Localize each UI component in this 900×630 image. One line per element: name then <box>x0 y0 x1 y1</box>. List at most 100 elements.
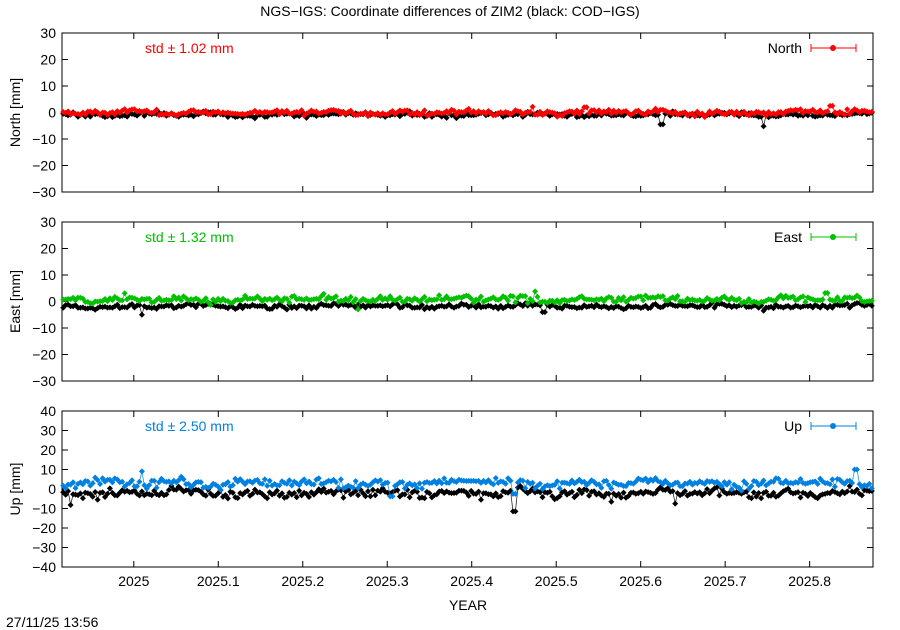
data-point <box>119 297 126 304</box>
data-point <box>608 498 615 505</box>
data-point <box>605 106 612 113</box>
data-point <box>404 107 411 114</box>
data-point <box>868 297 875 304</box>
data-point <box>234 495 241 502</box>
data-point <box>372 492 379 499</box>
data-point <box>333 479 339 485</box>
data-point <box>106 485 113 492</box>
data-point <box>421 495 428 502</box>
data-point <box>556 485 563 492</box>
data-point <box>266 477 273 484</box>
data-point <box>827 481 833 488</box>
data-point <box>180 476 187 483</box>
data-point <box>856 294 863 301</box>
data-point <box>868 108 875 115</box>
panels: 30 20 10 0 −10 −20 −30 North [mm] std ± 1.02 mm N… <box>7 25 875 589</box>
data-point <box>202 295 209 302</box>
data-point <box>441 475 448 482</box>
data-point <box>274 107 280 114</box>
data-point <box>355 306 362 313</box>
series-cod-igs <box>60 483 875 515</box>
data-point <box>99 489 106 496</box>
data-point <box>529 103 536 110</box>
data-point <box>352 296 359 303</box>
data-point <box>760 123 767 130</box>
data-point <box>478 496 484 503</box>
y-tick-label: 10 <box>40 78 56 94</box>
data-point <box>77 490 84 497</box>
data-point <box>728 486 735 493</box>
data-point <box>264 495 271 502</box>
data-point <box>831 483 838 490</box>
data-point <box>97 481 104 487</box>
data-point <box>502 480 509 487</box>
x-tick-label: 2025.3 <box>366 573 409 589</box>
data-point <box>365 113 371 120</box>
data-point <box>554 478 561 485</box>
data-point <box>718 483 725 490</box>
data-point <box>691 113 698 120</box>
data-point <box>460 113 467 119</box>
data-point <box>532 288 539 295</box>
data-point <box>283 493 290 500</box>
data-point <box>615 491 622 497</box>
data-point <box>522 485 529 492</box>
data-point <box>62 485 69 492</box>
data-point <box>124 487 131 494</box>
data-point <box>168 297 175 304</box>
data-point <box>129 477 135 484</box>
data-point <box>770 489 777 496</box>
data-point <box>419 485 425 492</box>
data-point <box>814 481 821 487</box>
data-point <box>443 114 450 121</box>
data-point <box>421 107 428 114</box>
data-point <box>138 311 145 318</box>
data-point <box>519 477 526 484</box>
data-point <box>578 490 585 497</box>
legend: East <box>774 229 857 245</box>
data-point <box>202 492 209 499</box>
y-tick-label: 30 <box>40 25 56 41</box>
data-point <box>745 296 752 302</box>
data-point <box>583 104 590 111</box>
data-point <box>659 121 666 128</box>
data-point <box>138 468 145 475</box>
x-tick-label: 2025.5 <box>535 573 578 589</box>
data-point <box>84 478 91 485</box>
data-point <box>143 485 150 492</box>
data-point <box>605 490 612 497</box>
data-point <box>534 293 541 300</box>
data-point <box>436 292 443 299</box>
data-point <box>369 486 376 493</box>
data-point <box>829 102 836 109</box>
data-point <box>829 476 836 483</box>
data-point <box>704 486 711 493</box>
data-point <box>573 491 580 498</box>
timestamp: 27/11/25 13:56 <box>6 614 99 630</box>
data-point <box>124 481 131 488</box>
legend: Up <box>784 418 857 434</box>
data-point <box>283 306 290 313</box>
data-point <box>89 493 96 500</box>
data-point <box>224 495 231 502</box>
data-point <box>89 480 96 487</box>
data-point <box>578 108 585 115</box>
data-point <box>379 485 386 492</box>
data-point <box>414 488 421 495</box>
data-point <box>92 489 99 495</box>
panel-2: 40 30 20 10 0 −10 −20 −30 −40 2025 2025.1 2025.2 202… <box>7 403 875 589</box>
data-point <box>522 293 529 300</box>
data-point <box>384 479 391 486</box>
y-tick-label: −30 <box>32 184 56 200</box>
data-point <box>669 488 676 495</box>
x-tick-label: 2025.4 <box>450 573 493 589</box>
y-tick-label: −10 <box>32 131 56 147</box>
legend: North <box>768 40 857 56</box>
x-tick-label: 2025 <box>118 573 149 589</box>
data-point <box>608 485 615 492</box>
data-point <box>753 493 760 500</box>
y-axis-label: East [mm] <box>7 270 23 333</box>
y-tick-label: −10 <box>32 320 56 336</box>
data-point <box>613 298 620 305</box>
y-axis-label: North [mm] <box>7 78 23 147</box>
